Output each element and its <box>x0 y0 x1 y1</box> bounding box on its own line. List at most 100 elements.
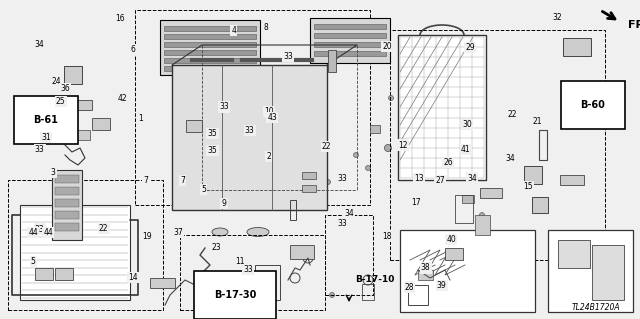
Ellipse shape <box>419 282 427 288</box>
Text: B-17-30: B-17-30 <box>214 290 256 300</box>
Text: 26: 26 <box>443 158 453 167</box>
Text: 17: 17 <box>411 198 421 207</box>
Text: 30: 30 <box>462 120 472 129</box>
Bar <box>328 50 336 72</box>
Ellipse shape <box>247 227 269 236</box>
Text: 29: 29 <box>465 43 476 52</box>
Text: TL24B1720A: TL24B1720A <box>572 303 620 312</box>
Bar <box>462 195 474 203</box>
Text: 31: 31 <box>41 133 51 142</box>
Text: 33: 33 <box>337 219 348 228</box>
Bar <box>164 34 256 39</box>
Bar <box>325 215 373 295</box>
Bar <box>400 230 535 312</box>
Bar <box>164 42 256 47</box>
Bar <box>302 185 316 192</box>
Ellipse shape <box>316 203 321 207</box>
Text: 8: 8 <box>263 23 268 32</box>
Ellipse shape <box>420 145 426 151</box>
Text: 12: 12 <box>399 141 408 150</box>
Bar <box>560 175 584 185</box>
Ellipse shape <box>330 56 335 61</box>
Text: 36: 36 <box>60 84 70 93</box>
Text: 14: 14 <box>128 273 138 282</box>
Text: 42: 42 <box>118 94 128 103</box>
Text: 21: 21 <box>533 117 542 126</box>
Ellipse shape <box>261 289 273 301</box>
Bar <box>475 215 490 235</box>
Bar <box>558 240 590 268</box>
Text: 7: 7 <box>143 176 148 185</box>
Text: 23: 23 <box>211 243 221 252</box>
Text: 44: 44 <box>43 228 53 237</box>
Bar <box>8 180 163 310</box>
Text: 7: 7 <box>180 176 185 185</box>
Text: 34: 34 <box>506 154 516 163</box>
Text: 44: 44 <box>28 228 38 237</box>
Text: 22: 22 <box>508 110 516 119</box>
Text: B-17-10: B-17-10 <box>355 276 395 285</box>
Bar <box>390 30 605 260</box>
Text: 39: 39 <box>436 281 447 290</box>
Text: B-61: B-61 <box>33 115 58 125</box>
Text: 33: 33 <box>337 174 348 182</box>
Text: 22: 22 <box>99 224 108 233</box>
Ellipse shape <box>212 228 228 236</box>
Bar <box>164 26 256 31</box>
Text: 43: 43 <box>267 113 277 122</box>
Text: 37: 37 <box>173 228 183 237</box>
Text: 40: 40 <box>446 235 456 244</box>
Bar <box>398 35 486 180</box>
Bar <box>70 100 92 110</box>
Text: 33: 33 <box>243 265 253 274</box>
Bar <box>314 51 386 56</box>
Text: 13: 13 <box>414 174 424 183</box>
Ellipse shape <box>529 170 538 180</box>
Text: 35: 35 <box>207 129 218 138</box>
Ellipse shape <box>56 194 61 198</box>
Text: 34: 34 <box>344 209 354 218</box>
Bar <box>418 270 433 280</box>
Ellipse shape <box>330 293 335 298</box>
Text: 16: 16 <box>115 14 125 23</box>
Ellipse shape <box>385 145 392 152</box>
Ellipse shape <box>365 166 371 170</box>
Ellipse shape <box>65 182 71 188</box>
Ellipse shape <box>536 201 544 209</box>
Text: B-60: B-60 <box>580 100 605 110</box>
Bar <box>55 199 79 207</box>
Text: 5: 5 <box>505 112 510 121</box>
Ellipse shape <box>436 292 444 298</box>
Bar <box>455 195 473 223</box>
Text: 33: 33 <box>283 52 293 61</box>
Bar <box>164 66 256 71</box>
Text: 34: 34 <box>35 40 45 49</box>
Bar <box>164 58 256 63</box>
Text: 33: 33 <box>35 225 45 234</box>
Text: 15: 15 <box>523 182 533 191</box>
Bar <box>563 38 591 56</box>
Bar <box>55 187 79 195</box>
Text: 5: 5 <box>201 185 206 194</box>
Bar <box>72 130 90 140</box>
Bar <box>135 10 370 205</box>
Text: 32: 32 <box>552 13 562 22</box>
Text: 38: 38 <box>420 263 431 272</box>
Ellipse shape <box>388 95 394 100</box>
Bar <box>290 200 296 220</box>
Bar <box>64 66 82 84</box>
Text: 2: 2 <box>266 152 271 161</box>
Text: 11: 11 <box>236 257 244 266</box>
Ellipse shape <box>56 276 61 280</box>
Text: 20: 20 <box>382 42 392 51</box>
Ellipse shape <box>68 70 77 79</box>
Bar <box>172 65 327 210</box>
Text: 5: 5 <box>31 257 36 266</box>
Text: 27: 27 <box>435 176 445 185</box>
Text: 34: 34 <box>467 174 477 182</box>
Bar <box>408 285 428 305</box>
Bar <box>314 24 386 29</box>
Bar <box>370 125 380 133</box>
Bar <box>160 20 260 75</box>
Bar <box>532 197 548 213</box>
